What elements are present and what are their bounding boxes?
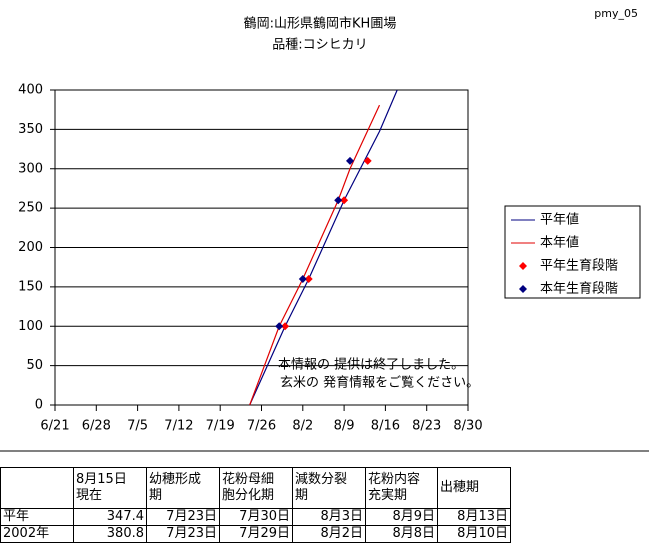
header-cell: 幼穂形成期 (146, 467, 220, 509)
x-tick-label: 8/23 (412, 419, 441, 434)
legend-swatch (519, 285, 527, 293)
y-tick-label: 200 (18, 240, 43, 255)
stage-marker (346, 156, 354, 165)
table-cell: 8月8日 (365, 525, 438, 543)
table-cell: 8月10日 (437, 525, 511, 543)
header-cell: 花粉母細 胞分化期 (219, 467, 293, 509)
header-cell: 出穂期 (437, 467, 511, 509)
header-cell: 8月15日 現在 (73, 467, 147, 509)
legend-label: 平年生育段階 (540, 258, 618, 274)
y-tick-label: 400 (18, 83, 43, 98)
stage-marker (363, 156, 372, 165)
x-tick-label: 7/12 (164, 419, 193, 434)
x-tick-label: 6/21 (40, 419, 69, 434)
table-cell: 8月9日 (365, 508, 438, 526)
stage-table: 8月15日 現在 幼穂形成期花粉母細 胞分化期 減数分裂期花粉内容 充実期 出穂期 平年 347… (0, 467, 511, 543)
annotation: 本情報の 提供は終了しました。 (278, 357, 464, 373)
stage-marker (340, 196, 349, 205)
header-text: 現在 (76, 488, 103, 503)
header-text: 期 (149, 488, 163, 503)
table-cell: 7月23日 (146, 525, 220, 543)
table-row: 2002年 380.8 7月23日 7月29日 8月2日 8月8日 8月10日 (0, 525, 511, 543)
legend-label: 本年生育段階 (540, 281, 618, 297)
stage-marker (275, 322, 284, 331)
x-tick-label: 8/2 (292, 419, 313, 434)
table-cell: 8月3日 (292, 508, 366, 526)
table-row: 平年 347.4 7月23日 7月30日 8月3日 8月9日 8月13日 (0, 508, 511, 526)
header-text: 出穂期 (440, 480, 480, 495)
table-cell: 7月29日 (219, 525, 293, 543)
stage-marker (304, 275, 313, 283)
header-text: 花粉内容 (368, 472, 421, 487)
header-text: 減数分裂 (295, 472, 348, 487)
x-tick-label: 8/9 (334, 419, 355, 434)
chart-title: 鶴岡:山形県鶴岡市KH圃場 (244, 16, 397, 32)
y-tick-label: 0 (35, 398, 43, 413)
header-text: 期 (295, 488, 309, 503)
table-cell: 8月2日 (292, 525, 366, 543)
x-tick-label: 8/30 (453, 419, 482, 434)
corner-label: pmy_05 (594, 7, 638, 20)
y-tick-label: 250 (18, 201, 43, 216)
header-text: 胞分化期 (222, 488, 275, 503)
x-tick-label: 6/28 (82, 419, 111, 434)
stage-marker (334, 196, 343, 205)
legend-swatch (519, 262, 527, 270)
y-tick-label: 300 (18, 161, 43, 176)
x-tick-label: 8/16 (371, 419, 400, 434)
y-tick-label: 350 (18, 122, 43, 137)
header-text: 幼穂形成 (149, 472, 202, 487)
stage-marker (298, 275, 307, 283)
x-tick-label: 7/5 (127, 419, 148, 434)
header-text: 花粉母細 (222, 472, 275, 487)
header-cell: 減数分裂期 (292, 467, 366, 509)
table-cell: 2002年 (0, 525, 74, 543)
header-text: 8月15日 (76, 472, 127, 487)
table-cell: 平年 (0, 508, 74, 526)
table-cell: 7月23日 (146, 508, 220, 526)
table-cell: 7月30日 (219, 508, 293, 526)
table-cell: 380.8 (73, 525, 147, 543)
table-cell: 347.4 (73, 508, 147, 526)
y-tick-label: 50 (26, 358, 43, 373)
stage-marker (281, 322, 290, 331)
header-cell (0, 467, 74, 509)
header-text: 充実期 (368, 488, 408, 503)
y-tick-label: 100 (18, 319, 43, 334)
legend-box (504, 205, 641, 299)
table-cell: 8月13日 (437, 508, 511, 526)
x-tick-label: 7/26 (247, 419, 276, 434)
series-line (249, 104, 381, 406)
header-row: 8月15日 現在 幼穂形成期花粉母細 胞分化期 減数分裂期花粉内容 充実期 出穂期 (0, 467, 511, 509)
chart-subtitle: 品種:コシヒカリ (272, 37, 367, 53)
y-tick-label: 150 (18, 279, 43, 294)
x-tick-label: 7/19 (206, 419, 235, 434)
series-line (249, 89, 398, 406)
annotation: 玄米の 発育情報をご覧ください。 (280, 375, 479, 391)
legend-label: 本年値 (540, 235, 579, 251)
legend-label: 平年値 (540, 212, 579, 228)
header-cell: 花粉内容 充実期 (365, 467, 438, 509)
